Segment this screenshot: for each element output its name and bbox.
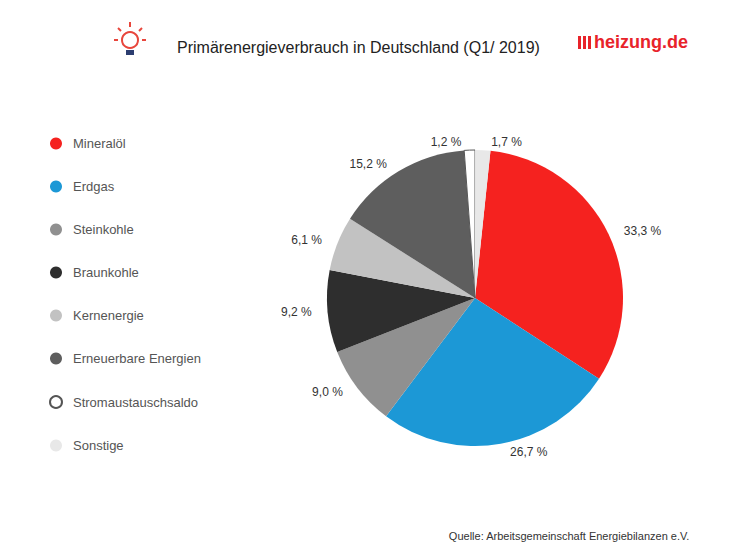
svg-text:Kernenergie: Kernenergie	[73, 308, 144, 323]
svg-text:26,7 %: 26,7 %	[510, 445, 548, 459]
svg-text:Erdgas: Erdgas	[73, 179, 115, 194]
svg-text:Quelle: Arbeitsgemeinschaft En: Quelle: Arbeitsgemeinschaft Energiebilan…	[449, 530, 690, 542]
svg-text:Mineralöl: Mineralöl	[73, 136, 126, 151]
svg-text:6,1 %: 6,1 %	[291, 233, 322, 247]
svg-text:Braunkohle: Braunkohle	[73, 265, 139, 280]
svg-text:Erneuerbare Energien: Erneuerbare Energien	[73, 351, 201, 366]
svg-text:15,2 %: 15,2 %	[349, 157, 387, 171]
svg-text:Primärenergieverbrauch in Deut: Primärenergieverbrauch in Deutschland (Q…	[177, 39, 540, 56]
svg-text:Sonstige: Sonstige	[73, 438, 124, 453]
svg-text:1,7 %: 1,7 %	[491, 135, 522, 149]
svg-text:Steinkohle: Steinkohle	[73, 222, 134, 237]
svg-text:heizung.de: heizung.de	[594, 32, 688, 52]
svg-text:33,3 %: 33,3 %	[624, 224, 662, 238]
svg-text:Stromaustauschsaldo: Stromaustauschsaldo	[73, 395, 198, 410]
svg-text:9,0 %: 9,0 %	[312, 385, 343, 399]
svg-text:9,2 %: 9,2 %	[281, 305, 312, 319]
svg-text:1,2 %: 1,2 %	[431, 135, 462, 149]
